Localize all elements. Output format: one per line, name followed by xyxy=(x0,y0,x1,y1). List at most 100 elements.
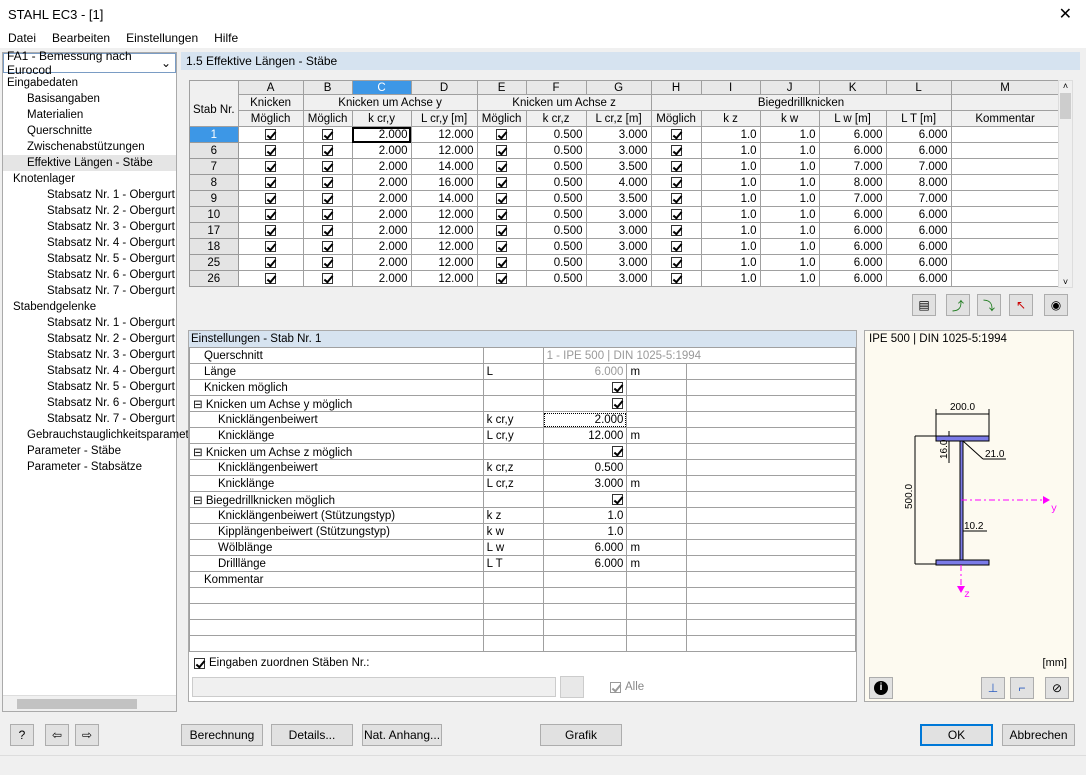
lw-cell[interactable]: 6.000 xyxy=(818,142,887,159)
table-settings-button[interactable]: ▤ xyxy=(912,294,936,316)
setting-value[interactable] xyxy=(542,395,628,412)
column-letter-H[interactable]: H xyxy=(650,80,702,95)
tree-item[interactable]: Stabsatz Nr. 4 - Obergurt xyxy=(47,237,175,249)
checkbox[interactable] xyxy=(670,272,682,284)
lt-cell[interactable]: 6.000 xyxy=(885,142,952,159)
lt-cell[interactable]: 7.000 xyxy=(885,190,952,207)
tree-item[interactable]: Stabsatz Nr. 5 - Obergurt xyxy=(47,253,175,265)
setting-value[interactable] xyxy=(542,443,628,460)
lt-cell[interactable]: 6.000 xyxy=(885,270,952,287)
checkbox[interactable] xyxy=(322,192,334,204)
kz-cell[interactable]: 1.0 xyxy=(700,174,761,191)
kw-cell[interactable]: 1.0 xyxy=(759,254,820,271)
kcr-y-cell[interactable]: 2.000 xyxy=(351,174,412,191)
collapse-icon[interactable]: ⊟ xyxy=(193,398,203,411)
checkbox[interactable] xyxy=(670,256,682,268)
checkbox-cell[interactable] xyxy=(302,270,353,287)
lcr-y-cell[interactable]: 12.000 xyxy=(410,206,478,223)
row-number[interactable]: 18 xyxy=(189,238,239,255)
checkbox[interactable] xyxy=(496,224,508,236)
tree-item[interactable]: Stabsatz Nr. 7 - Obergurt xyxy=(47,413,175,425)
comment-cell[interactable] xyxy=(950,174,1060,191)
checkbox[interactable] xyxy=(670,176,682,188)
lt-cell[interactable]: 6.000 xyxy=(885,126,952,143)
column-letter-E[interactable]: E xyxy=(476,80,527,95)
checkbox[interactable] xyxy=(670,128,682,140)
kw-cell[interactable]: 1.0 xyxy=(759,174,820,191)
checkbox-cell[interactable] xyxy=(302,190,353,207)
comment-cell[interactable] xyxy=(950,238,1060,255)
checkbox-cell[interactable] xyxy=(650,174,702,191)
checkbox[interactable] xyxy=(265,128,277,140)
kz-cell[interactable]: 1.0 xyxy=(700,126,761,143)
tree-item[interactable]: Stabsatz Nr. 1 - Obergurt xyxy=(47,317,175,329)
all-checkbox[interactable]: Alle xyxy=(610,681,644,693)
help-button[interactable]: ? xyxy=(10,724,34,746)
checkbox-cell[interactable] xyxy=(476,222,527,239)
lcr-z-cell[interactable]: 3.000 xyxy=(585,270,652,287)
lcr-z-cell[interactable]: 3.000 xyxy=(585,222,652,239)
horizontal-scrollbar[interactable] xyxy=(3,695,176,711)
kw-cell[interactable]: 1.0 xyxy=(759,222,820,239)
checkbox[interactable] xyxy=(496,160,508,172)
checkbox[interactable] xyxy=(265,144,277,156)
setting-checkbox[interactable] xyxy=(612,381,624,393)
row-number[interactable]: 8 xyxy=(189,174,239,191)
case-select[interactable]: FA1 - Bemessung nach Eurocod ⌄ xyxy=(3,49,176,77)
row-number[interactable]: 1 xyxy=(189,126,239,143)
reset-view-button[interactable]: ⊘ xyxy=(1045,677,1069,699)
lcr-y-cell[interactable]: 12.000 xyxy=(410,142,478,159)
setting-value[interactable]: 2.000 xyxy=(542,411,628,428)
tree-item[interactable]: Eingabedaten xyxy=(7,77,78,89)
setting-value[interactable]: 3.000 xyxy=(542,475,628,492)
lw-cell[interactable]: 7.000 xyxy=(818,158,887,175)
checkbox[interactable] xyxy=(322,240,334,252)
comment-cell[interactable] xyxy=(950,254,1060,271)
kw-cell[interactable]: 1.0 xyxy=(759,142,820,159)
kw-cell[interactable]: 1.0 xyxy=(759,238,820,255)
info-button[interactable]: i xyxy=(869,677,893,699)
assign-members-input[interactable] xyxy=(192,677,556,697)
tree-item[interactable]: Basisangaben xyxy=(27,93,100,105)
next-button[interactable]: ⇨ xyxy=(75,724,99,746)
lw-cell[interactable]: 6.000 xyxy=(818,270,887,287)
checkbox[interactable] xyxy=(322,256,334,268)
lt-cell[interactable]: 8.000 xyxy=(885,174,952,191)
close-icon[interactable]: ✕ xyxy=(1058,6,1072,23)
pick-members-button[interactable] xyxy=(560,676,584,698)
checkbox[interactable] xyxy=(265,240,277,252)
checkbox-cell[interactable] xyxy=(476,190,527,207)
column-letter-F[interactable]: F xyxy=(525,80,587,95)
checkbox-cell[interactable] xyxy=(237,238,304,255)
checkbox[interactable] xyxy=(496,208,508,220)
row-number[interactable]: 9 xyxy=(189,190,239,207)
comment-cell[interactable] xyxy=(950,158,1060,175)
checkbox-cell[interactable] xyxy=(650,238,702,255)
checkbox[interactable] xyxy=(496,128,508,140)
lcr-z-cell[interactable]: 3.000 xyxy=(585,206,652,223)
checkbox-cell[interactable] xyxy=(650,190,702,207)
checkbox[interactable] xyxy=(670,208,682,220)
comment-cell[interactable] xyxy=(950,270,1060,287)
tree-item[interactable]: Effektive Längen - Stäbe xyxy=(3,155,176,171)
column-letter-I[interactable]: I xyxy=(700,80,761,95)
checkbox-cell[interactable] xyxy=(650,158,702,175)
comment-cell[interactable] xyxy=(950,190,1060,207)
table-vertical-scrollbar[interactable]: ˄ ˅ xyxy=(1058,80,1073,288)
lt-cell[interactable]: 6.000 xyxy=(885,254,952,271)
lcr-y-cell[interactable]: 12.000 xyxy=(410,254,478,271)
column-letter-B[interactable]: B xyxy=(302,80,353,95)
checkbox-cell[interactable] xyxy=(650,222,702,239)
setting-checkbox[interactable] xyxy=(612,445,624,457)
checkbox[interactable] xyxy=(322,128,334,140)
setting-checkbox[interactable] xyxy=(612,493,624,505)
lcr-y-cell[interactable]: 16.000 xyxy=(410,174,478,191)
row-number[interactable]: 17 xyxy=(189,222,239,239)
tree-item[interactable]: Stabsatz Nr. 3 - Obergurt xyxy=(47,349,175,361)
column-letter-L[interactable]: L xyxy=(885,80,952,95)
checkbox[interactable] xyxy=(322,272,334,284)
kz-cell[interactable]: 1.0 xyxy=(700,270,761,287)
previous-button[interactable]: ⇦ xyxy=(45,724,69,746)
setting-value[interactable]: 1.0 xyxy=(542,507,628,524)
checkbox[interactable] xyxy=(496,272,508,284)
